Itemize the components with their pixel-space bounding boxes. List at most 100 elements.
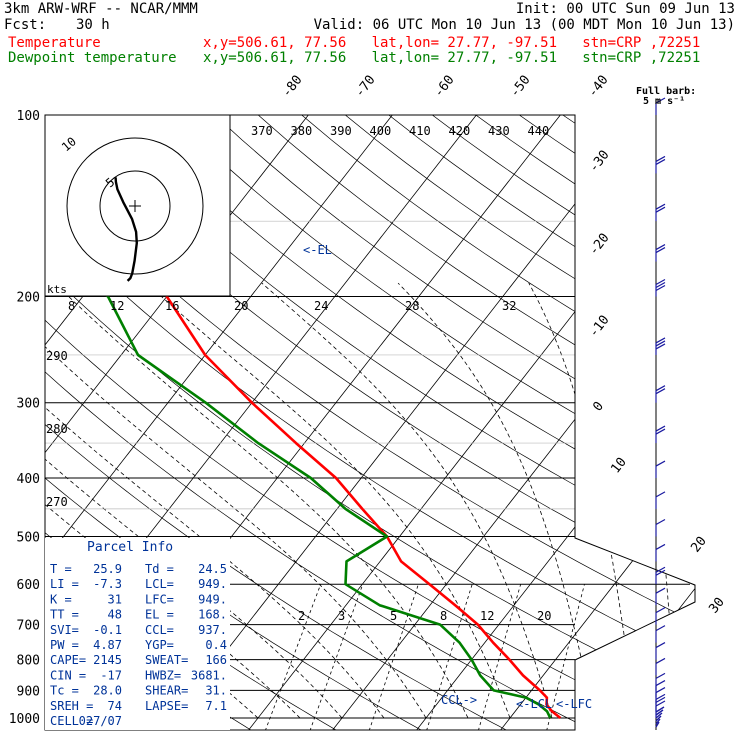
pressure-label: 500: [17, 530, 40, 545]
barb-key-line2: 5 m s⁻¹: [643, 96, 685, 107]
wind-barb-flag: [655, 642, 666, 649]
parcel-info-key: CIN =: [50, 668, 86, 682]
wind-barb-flag: [655, 155, 666, 162]
level-marker-label: CCL->: [441, 693, 477, 707]
isotherm-line: [247, 115, 695, 730]
mixing-ratio-label: 2: [298, 609, 305, 623]
wind-barb-flag: [655, 680, 666, 687]
moist-adiabat-line: [45, 282, 427, 719]
pressure-label: 200: [17, 291, 40, 306]
isotherm-label: 30: [706, 595, 727, 617]
dry-adiabat-line: [45, 115, 508, 730]
wind-barb-flag: [655, 687, 666, 694]
wind-barb: [655, 566, 666, 585]
wind-barb: [655, 385, 666, 403]
wind-barb-flag: [655, 425, 666, 432]
isotherm-label: -70: [352, 73, 378, 101]
wind-barb-flag: [655, 278, 666, 286]
mixing-ratio-line: [477, 584, 522, 730]
mixing-ratio-line: [546, 584, 585, 730]
parcel-info-value: 3681.: [191, 668, 227, 682]
wind-barb-surface: [655, 715, 662, 722]
dry-adiabat-line: [127, 115, 695, 730]
theta-label: 420: [449, 124, 471, 138]
theta-low-label: 270: [46, 495, 68, 509]
wind-barb-surface: [655, 712, 663, 719]
legend-dewpoint-info: x,y=506.61, 77.56 lat,lon= 27.77, -97.51…: [203, 50, 701, 66]
parcel-info-value: 166: [205, 653, 227, 667]
level-marker-label: <-LCL: [516, 697, 552, 711]
parcel-info-key: HWBZ=: [145, 668, 181, 682]
mixing-ratio-label: 12: [480, 609, 494, 623]
mixing-ratio-label: 20: [537, 609, 551, 623]
isotherm-label: -60: [431, 73, 457, 101]
wind-barb-flag: [655, 460, 666, 467]
pressure-label: 600: [17, 578, 40, 593]
mixing-ratio-label: 8: [440, 609, 447, 623]
isotherm-line: [331, 115, 695, 730]
isotherm-label: -80: [279, 73, 305, 101]
theta-label: 410: [409, 124, 431, 138]
parcel-info-key: LI =: [50, 577, 79, 591]
forecast-hours: 30 h: [76, 17, 110, 33]
theta-label: 440: [528, 124, 550, 138]
dry-adiabat-line: [45, 115, 695, 730]
theta-label: 390: [330, 124, 352, 138]
wind-barb: [655, 337, 666, 355]
forecast-label: Fcst:: [4, 17, 47, 33]
mixing-ratio-label: 24: [314, 299, 328, 313]
isotherm-label: -50: [507, 73, 533, 101]
isotherm-label: 20: [688, 534, 709, 556]
dry-adiabat-line: [301, 115, 695, 730]
pressure-label: 300: [17, 397, 40, 412]
hodograph-units: kts: [47, 283, 67, 296]
pressure-label: 100: [17, 109, 40, 124]
parcel-info-key: TT =: [50, 608, 79, 622]
isotherm-label: -40: [585, 73, 611, 101]
dry-adiabat-line: [562, 115, 695, 730]
isotherm-line: [45, 115, 415, 730]
parcel-info-value: -7.3: [93, 577, 122, 591]
parcel-info-key: CELL =: [50, 714, 93, 728]
wind-barb-flag: [655, 587, 666, 594]
theta-label: 370: [251, 124, 273, 138]
wind-barb-flag: [655, 428, 666, 435]
isotherm-label: 0: [590, 399, 607, 414]
isotherm-line: [583, 115, 695, 730]
wind-barb-flag: [655, 385, 666, 392]
mixing-ratio-label: 20: [234, 299, 248, 313]
parcel-info-key: PW =: [50, 638, 79, 652]
valid-time: Valid: 06 UTC Mon 10 Jun 13 (00 MDT Mon …: [313, 17, 735, 33]
parcel-info-key: Tc =: [50, 684, 79, 698]
mixing-ratio-label: 3: [338, 609, 345, 623]
wind-barb-flag: [655, 97, 666, 104]
dry-adiabat-line: [519, 115, 695, 730]
wind-barb-surface: [655, 706, 665, 713]
wind-barb-flag: [655, 566, 666, 573]
wind-barb-surface: [655, 718, 661, 725]
mixing-ratio-line: [309, 584, 364, 730]
wind-barb-flag: [655, 696, 666, 703]
isotherm-label: -10: [586, 313, 612, 341]
moist-adiabat-line: [54, 282, 469, 719]
dry-adiabat-line: [388, 115, 695, 730]
pressure-label: 400: [17, 472, 40, 487]
wind-barb-flag: [655, 518, 666, 526]
wind-barb: [655, 491, 666, 509]
wind-barb: [655, 278, 666, 297]
wind-barb-flag: [655, 672, 666, 679]
isotherm-line: [499, 115, 695, 730]
wind-barb-flag: [655, 569, 666, 576]
wind-barb: [655, 642, 666, 660]
moist-adiabat-line: [261, 282, 553, 719]
parcel-info-box: [45, 538, 230, 730]
parcel-info-value: 7.1: [205, 699, 227, 713]
isotherm-line: [667, 115, 695, 730]
dry-adiabat-line: [83, 115, 695, 730]
pressure-label: 700: [17, 619, 40, 634]
parcel-info-key: LAPSE=: [145, 699, 188, 713]
mixing-ratio-label: 5: [390, 609, 397, 623]
moist-adiabat-line: [630, 283, 679, 719]
parcel-info-value: 949.: [198, 577, 227, 591]
